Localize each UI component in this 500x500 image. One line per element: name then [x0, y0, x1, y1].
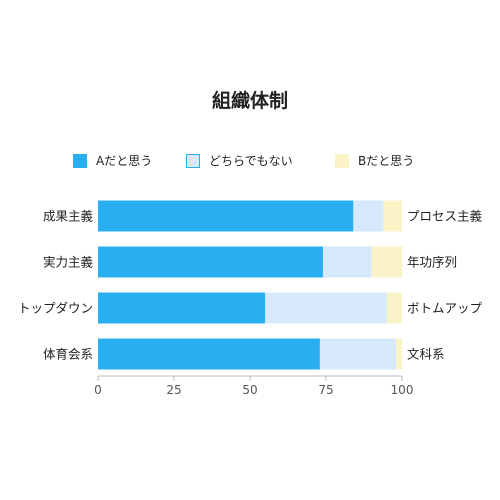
bar-segment-2-2	[386, 292, 402, 324]
bar-segment-1-1	[322, 246, 372, 278]
category-label-0: 成果主義	[43, 209, 94, 224]
right-label-0: プロセス主義	[407, 209, 483, 224]
bar-segment-3-1	[319, 338, 396, 370]
legend-swatch-b	[335, 153, 349, 168]
right-label-3: 文科系	[407, 347, 445, 362]
category-label-2: トップダウン	[18, 301, 93, 316]
category-label-3: 体育会系	[43, 347, 93, 362]
x-tick-label-0: 0	[94, 383, 102, 397]
legend-swatch-neutral	[186, 153, 200, 168]
bar-segment-0-2	[383, 200, 402, 232]
bar-segment-1-0	[98, 246, 323, 278]
legend-item-b: Bだと思う	[335, 152, 414, 169]
legend-item-neutral: どちらでもない	[186, 152, 293, 169]
x-tick-label-4: 100	[391, 383, 414, 397]
chart-legend: Aだと思う どちらでもない Bだと思う	[0, 152, 500, 170]
legend-label-b: Bだと思う	[358, 154, 415, 168]
right-label-2: ボトムアップ	[407, 301, 483, 316]
right-label-1: 年功序列	[407, 255, 457, 270]
category-label-1: 実力主義	[43, 255, 94, 270]
chart-title: 組織体制	[211, 90, 288, 112]
bar-segment-2-0	[98, 292, 266, 324]
bar-segment-3-2	[395, 338, 402, 370]
bar-segment-2-1	[265, 292, 387, 324]
legend-label-neutral: どちらでもない	[209, 154, 293, 168]
bar-segment-3-0	[98, 338, 320, 370]
x-tick-label-3: 75	[318, 383, 333, 397]
legend-label-a: Aだと思う	[96, 154, 153, 168]
legend-swatch-a	[73, 153, 87, 168]
bar-segment-1-2	[371, 246, 402, 278]
legend-item-a: Aだと思う	[73, 152, 152, 169]
x-tick-label-1: 25	[166, 383, 181, 397]
bar-segment-0-1	[353, 200, 384, 232]
x-tick-label-2: 50	[242, 383, 257, 397]
bar-segment-0-0	[98, 200, 354, 232]
